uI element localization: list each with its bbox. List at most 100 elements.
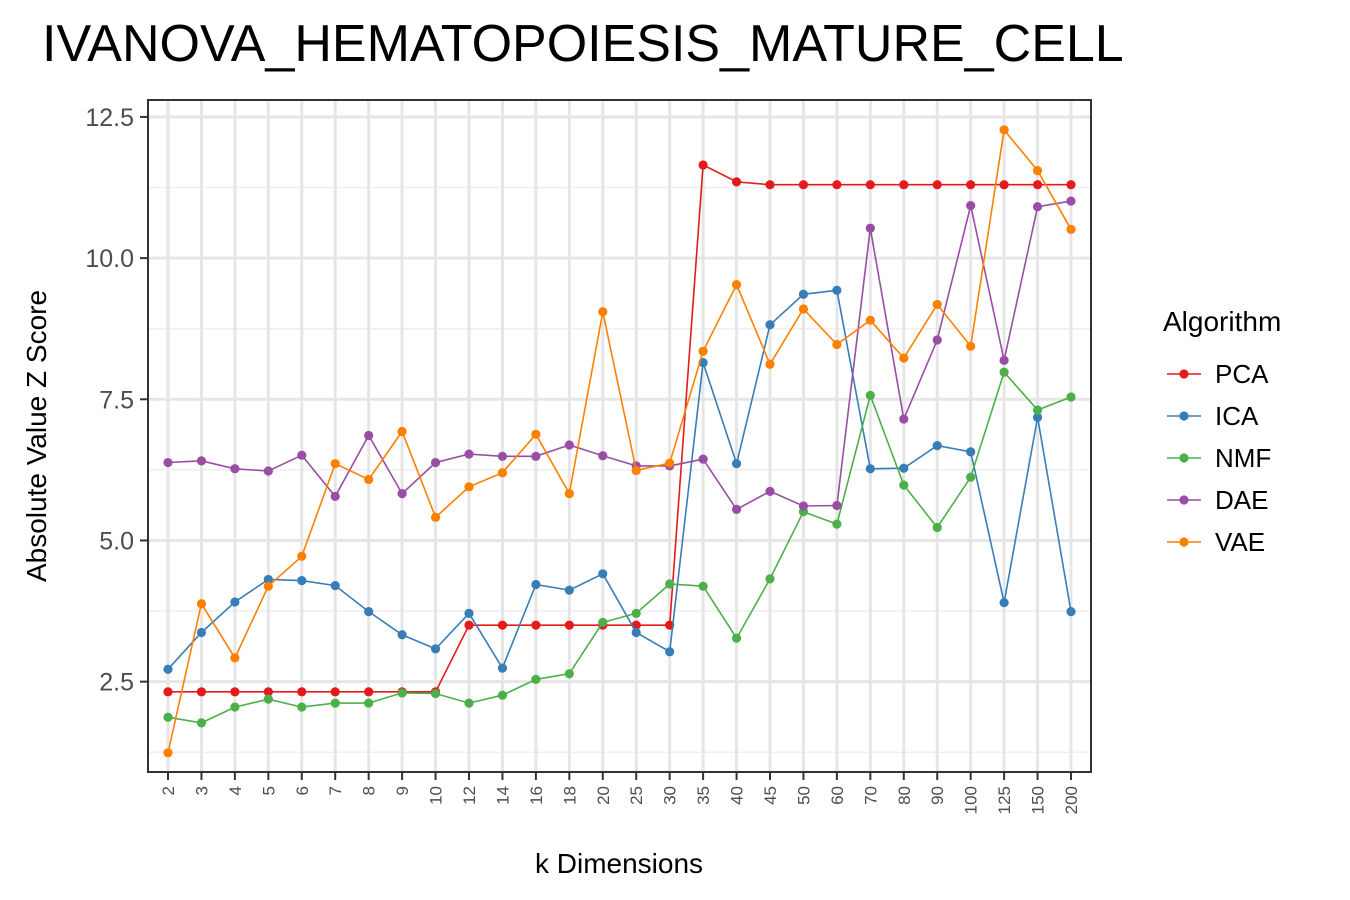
data-point-nmf: [163, 712, 173, 722]
legend-key-point: [1179, 495, 1189, 505]
data-point-ica: [1032, 412, 1043, 422]
data-point-ica: [999, 597, 1009, 608]
x-axis-label: k Dimensions: [534, 848, 704, 879]
x-tick-label: 125: [995, 786, 1014, 814]
data-point-nmf: [263, 694, 273, 704]
y-tick-label: 12.5: [85, 104, 134, 132]
data-point-dae: [196, 456, 207, 466]
data-point-vae: [464, 482, 474, 492]
data-point-nmf: [999, 367, 1009, 377]
data-point-dae: [1032, 202, 1043, 212]
data-point-nmf: [330, 698, 340, 708]
data-point-pca: [163, 687, 173, 697]
data-point-nmf: [932, 522, 942, 533]
data-point-nmf: [865, 390, 875, 400]
x-tick-label: 6: [293, 786, 312, 795]
data-point-ica: [899, 463, 909, 473]
chart-title: IVANOVA_HEMATOPOIESIS_MATURE_CELL: [42, 15, 1124, 73]
data-point-vae: [196, 599, 207, 609]
x-tick-label: 2: [159, 786, 178, 795]
data-point-vae: [397, 426, 407, 437]
data-point-vae: [497, 468, 508, 478]
legend-item-dae: DAE: [1163, 479, 1333, 521]
legend-key-dae: [1167, 495, 1201, 505]
data-point-nmf: [497, 690, 508, 700]
data-point-dae: [865, 223, 875, 233]
data-point-ica: [564, 585, 574, 595]
data-point-ica: [430, 644, 441, 654]
data-point-ica: [665, 647, 675, 657]
data-point-nmf: [297, 702, 307, 712]
data-point-pca: [899, 180, 909, 190]
data-point-nmf: [397, 688, 407, 698]
legend-key-pca: [1167, 369, 1201, 379]
data-point-vae: [865, 315, 875, 325]
legend-item-ica: ICA: [1163, 395, 1333, 437]
data-point-vae: [330, 459, 340, 469]
data-point-dae: [297, 450, 307, 460]
data-point-nmf: [765, 574, 775, 584]
data-point-nmf: [731, 633, 742, 643]
data-point-pca: [966, 180, 976, 190]
data-point-dae: [932, 335, 942, 345]
x-tick-label: 60: [828, 786, 847, 805]
data-point-pca: [297, 687, 307, 697]
series-line-vae: [167, 128, 1072, 753]
series-vae: [163, 125, 1076, 758]
series-ica: [163, 285, 1076, 674]
data-point-vae: [297, 551, 307, 561]
x-tick-label: 25: [627, 786, 646, 805]
data-point-ica: [865, 464, 875, 474]
x-tick-label: 14: [493, 786, 512, 805]
data-point-pca: [230, 687, 240, 697]
data-point-vae: [364, 474, 374, 485]
data-point-ica: [798, 289, 809, 299]
y-tick-label: 10.0: [85, 245, 134, 273]
x-tick-label: 90: [928, 786, 947, 805]
data-point-vae: [665, 458, 675, 468]
data-point-pca: [765, 180, 775, 190]
data-point-dae: [765, 486, 775, 496]
data-point-dae: [731, 504, 742, 515]
series-nmf: [163, 367, 1076, 728]
data-point-vae: [230, 653, 240, 663]
data-point-vae: [765, 359, 775, 369]
data-point-nmf: [464, 698, 474, 708]
data-point-ica: [932, 441, 942, 451]
data-point-vae: [731, 280, 742, 290]
data-point-pca: [330, 687, 340, 697]
data-point-pca: [196, 687, 207, 697]
legend-label: VAE: [1215, 527, 1266, 557]
data-point-dae: [966, 201, 976, 211]
data-point-ica: [1066, 607, 1076, 617]
x-tick-label: 50: [794, 786, 813, 805]
data-point-ica: [832, 285, 842, 295]
data-point-nmf: [1032, 405, 1043, 415]
x-tick-label: 9: [393, 786, 412, 795]
legend-item-pca: PCA: [1163, 353, 1333, 395]
data-point-dae: [899, 414, 909, 424]
x-tick-label: 200: [1062, 786, 1081, 814]
legend-title: Algorithm: [1163, 306, 1282, 337]
data-point-vae: [932, 299, 942, 310]
data-point-dae: [999, 355, 1009, 365]
data-point-pca: [932, 180, 942, 190]
data-point-vae: [631, 465, 641, 476]
legend-item-nmf: NMF: [1163, 437, 1333, 479]
data-point-dae: [430, 457, 441, 468]
data-point-pca: [698, 160, 708, 170]
data-point-vae: [798, 304, 809, 314]
x-tick-label: 12: [460, 786, 479, 805]
data-point-pca: [832, 180, 842, 190]
x-tick-label: 8: [360, 786, 379, 795]
data-point-nmf: [531, 674, 541, 684]
y-tick-label: 5.0: [99, 527, 134, 555]
data-point-ica: [598, 569, 608, 579]
x-tick-label: 100: [962, 786, 981, 814]
data-point-pca: [1066, 180, 1076, 190]
data-point-pca: [1032, 180, 1043, 190]
x-tick-label: 18: [560, 786, 579, 805]
series-dae: [163, 196, 1076, 515]
y-tick-label: 7.5: [99, 386, 134, 414]
data-point-nmf: [832, 519, 842, 529]
